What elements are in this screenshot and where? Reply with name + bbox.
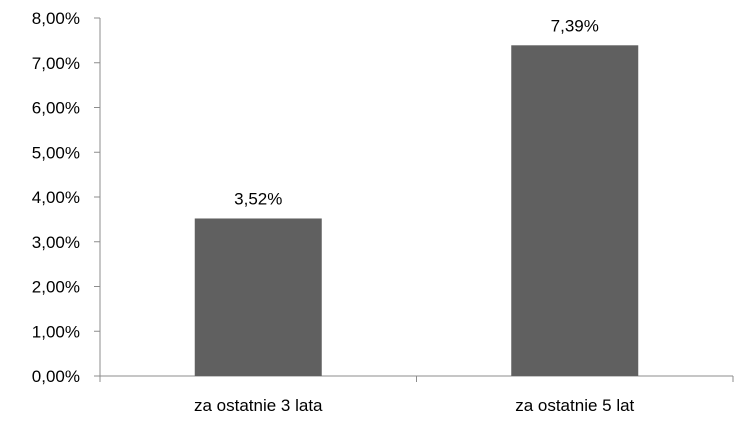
y-tick-label: 1,00% <box>32 322 80 341</box>
y-tick-label: 2,00% <box>32 278 80 297</box>
y-tick-label: 5,00% <box>32 143 80 162</box>
bar-data-label: 7,39% <box>551 16 599 35</box>
bar <box>511 45 639 377</box>
y-axis: 0,00% 1,00% 2,00% 3,00% 4,00% 5,00% 6,00% 7,00%… <box>32 9 101 386</box>
y-tick-label: 4,00% <box>32 188 80 207</box>
x-category-label: za ostatnie 5 lat <box>515 396 634 415</box>
x-category-label: za ostatnie 3 lata <box>194 396 323 415</box>
y-tick-label: 8,00% <box>32 9 80 28</box>
y-tick-label: 0,00% <box>32 367 80 386</box>
x-axis: za ostatnie 3 lata za ostatnie 5 lat <box>99 375 734 415</box>
bar-data-label: 3,52% <box>234 189 282 208</box>
y-tick-label: 7,00% <box>32 54 80 73</box>
bars <box>194 45 639 377</box>
data-labels: 3,52% 7,39% <box>234 16 599 208</box>
y-tick-label: 6,00% <box>32 99 80 118</box>
y-tick-label: 3,00% <box>32 233 80 252</box>
bar <box>194 218 322 376</box>
